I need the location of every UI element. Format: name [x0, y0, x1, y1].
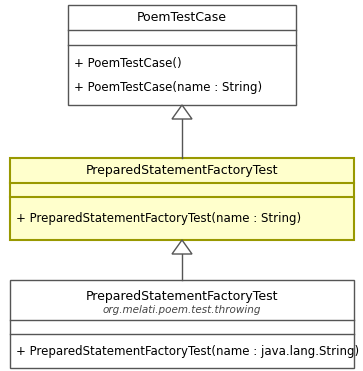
Polygon shape	[172, 105, 192, 119]
Text: + PoemTestCase(): + PoemTestCase()	[74, 56, 182, 69]
Text: PreparedStatementFactoryTest: PreparedStatementFactoryTest	[86, 164, 278, 177]
Polygon shape	[172, 240, 192, 254]
Text: PreparedStatementFactoryTest: PreparedStatementFactoryTest	[86, 290, 278, 303]
Text: org.melati.poem.test.throwing: org.melati.poem.test.throwing	[103, 305, 261, 315]
Bar	[68, 5, 296, 105]
Text: + PoemTestCase(name : String): + PoemTestCase(name : String)	[74, 81, 262, 93]
Bar	[10, 158, 354, 240]
Text: PoemTestCase: PoemTestCase	[137, 11, 227, 24]
Bar	[10, 280, 354, 368]
Text: + PreparedStatementFactoryTest(name : java.lang.String): + PreparedStatementFactoryTest(name : ja…	[16, 345, 359, 358]
Text: + PreparedStatementFactoryTest(name : String): + PreparedStatementFactoryTest(name : St…	[16, 212, 301, 225]
